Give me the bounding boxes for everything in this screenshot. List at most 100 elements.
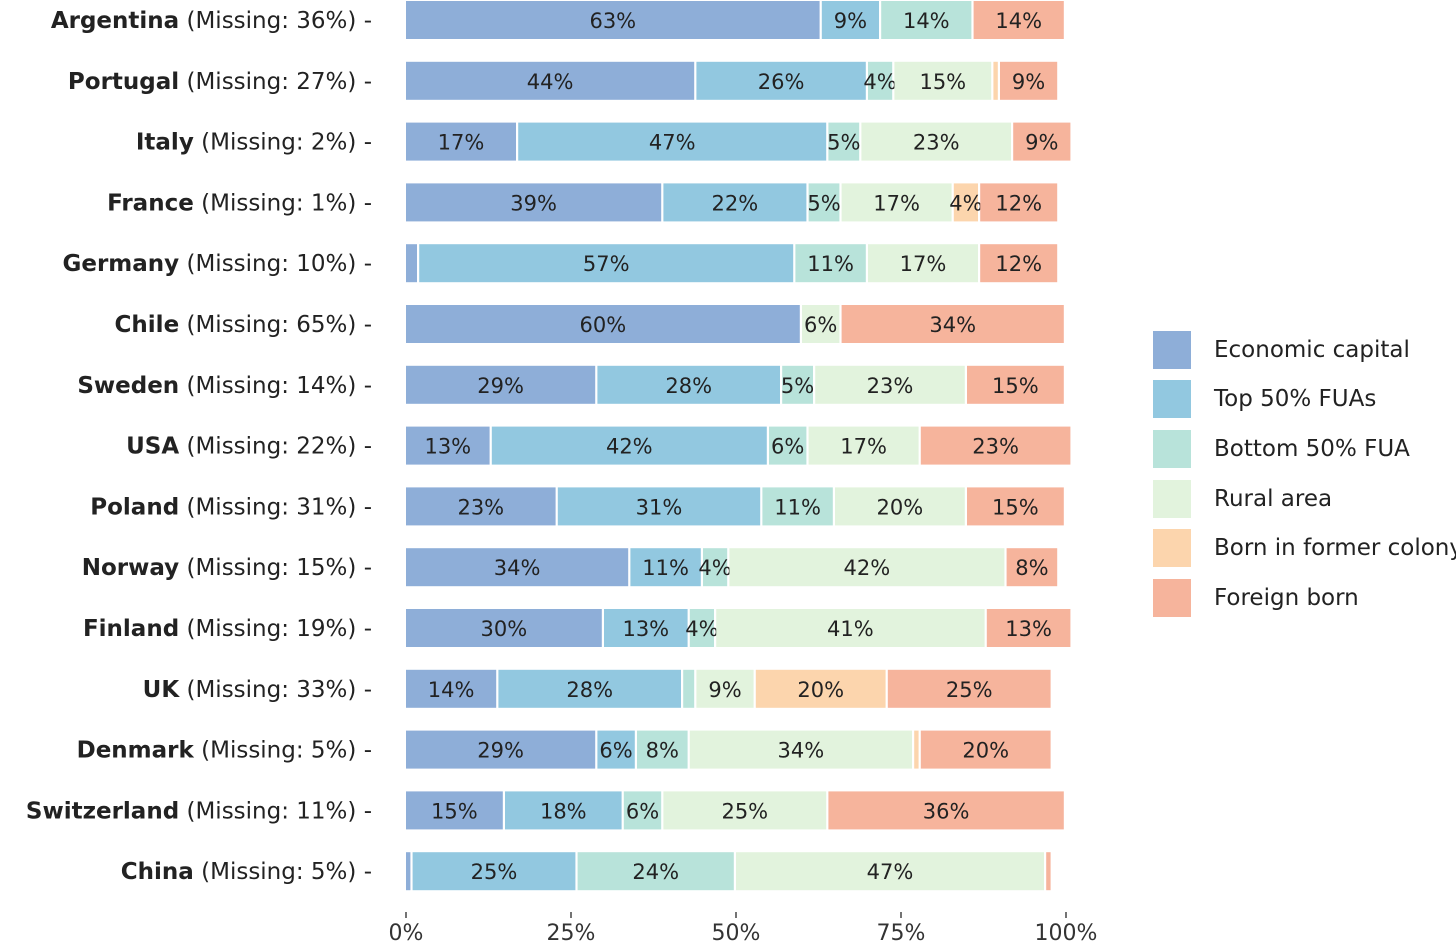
bar-segment [808,426,919,465]
missing-share: (Missing: 5%) - [194,859,372,885]
data-label: 4% [685,617,718,641]
data-label: 34% [494,556,541,580]
data-label: 26% [758,70,805,94]
data-label: 4% [949,191,982,215]
data-label: 42% [606,435,653,459]
bar-segment [406,852,411,891]
data-label: 20% [797,678,844,702]
country-name: Portugal [68,69,179,95]
data-label: 15% [992,374,1039,398]
data-label: 17% [873,191,920,215]
country-name: Norway [82,555,179,581]
x-tick-label: 50% [712,921,761,942]
bar-segment [953,183,978,222]
bar-segment [828,122,860,161]
row-label: Finland (Missing: 19%) - [83,616,372,642]
bar-segment [683,669,695,708]
legend-item: Bottom 50% FUA [1153,424,1456,474]
data-label: 23% [457,495,504,519]
missing-share: (Missing: 33%) - [179,677,372,703]
missing-share: (Missing: 2%) - [194,130,372,156]
data-label: 11% [774,495,821,519]
row-label: Sweden (Missing: 14%) - [77,373,372,399]
data-label: 5% [807,191,840,215]
bar-segment [491,426,767,465]
country-name: UK [143,677,181,703]
row-label: Italy (Missing: 2%) - [136,130,372,156]
bar-segment [406,183,662,222]
data-label: 13% [622,617,669,641]
data-label: 24% [632,860,679,884]
row-label: Poland (Missing: 31%) - [90,494,372,520]
legend: Economic capital Top 50% FUAs Bottom 50% F… [1153,325,1456,623]
data-label: 17% [900,252,947,276]
bar-segment [868,61,893,100]
bar-segment [980,244,1058,283]
data-label: 4% [863,70,896,94]
bar-segment [973,1,1064,39]
bar-segment [920,426,1071,465]
data-label: 28% [665,374,712,398]
data-label: 36% [923,799,970,823]
data-label: 15% [919,70,966,94]
data-label: 6% [804,313,837,337]
bar-segment [406,669,497,708]
data-label: 60% [580,313,627,337]
bar-segment [894,61,992,100]
bar-segment [769,426,807,465]
bar-segment [406,122,516,161]
bar-segment [696,61,866,100]
bar-segment [736,852,1044,891]
missing-share: (Missing: 1%) - [194,190,372,216]
data-label: 20% [962,739,1009,763]
bar-segment [597,365,780,404]
bar-segment [762,487,833,526]
data-label: 63% [589,9,636,33]
data-label: 9% [708,678,741,702]
bar-segment [914,730,919,769]
legend-swatch [1153,479,1191,518]
x-tick-label: 25% [547,921,596,942]
data-label: 20% [877,495,924,519]
bar-segment [637,730,688,769]
country-name: Poland [90,494,179,520]
row-label: Chile (Missing: 65%) - [115,312,372,338]
bar-segment [920,730,1051,769]
x-tick-label: 0% [389,921,424,942]
data-label: 29% [477,739,524,763]
bar-segment [406,730,596,769]
bar-segment [406,365,596,404]
x-tick-label: 100% [1035,921,1098,942]
data-label: 13% [1005,617,1052,641]
data-label: 31% [636,495,683,519]
data-label: 13% [424,435,471,459]
bar-segment [841,183,952,222]
bar-segment [967,487,1064,526]
row-label: Argentina (Missing: 36%) - [51,8,372,34]
missing-share: (Missing: 22%) - [179,434,372,460]
data-label: 22% [712,191,759,215]
legend-swatch [1153,380,1191,419]
bar-segment [729,548,1005,587]
legend-label: Bottom 50% FUA [1214,435,1410,462]
bar-segment [406,244,417,283]
data-label: 25% [721,799,768,823]
data-label: 23% [867,374,914,398]
data-label: 23% [913,131,960,155]
data-label: 9% [1012,70,1045,94]
data-label: 28% [566,678,613,702]
data-label: 42% [844,556,891,580]
bar-segment [1000,61,1058,100]
bar-segment [868,244,978,283]
data-label: 6% [599,739,632,763]
bar-segment [808,183,840,222]
bar-segment [604,609,688,647]
data-label: 44% [527,70,574,94]
legend-swatch [1153,330,1191,369]
data-label: 15% [431,799,478,823]
missing-share: (Missing: 19%) - [179,616,372,642]
bar-segment [406,791,503,830]
data-label: 47% [867,860,914,884]
data-label: 11% [642,556,689,580]
